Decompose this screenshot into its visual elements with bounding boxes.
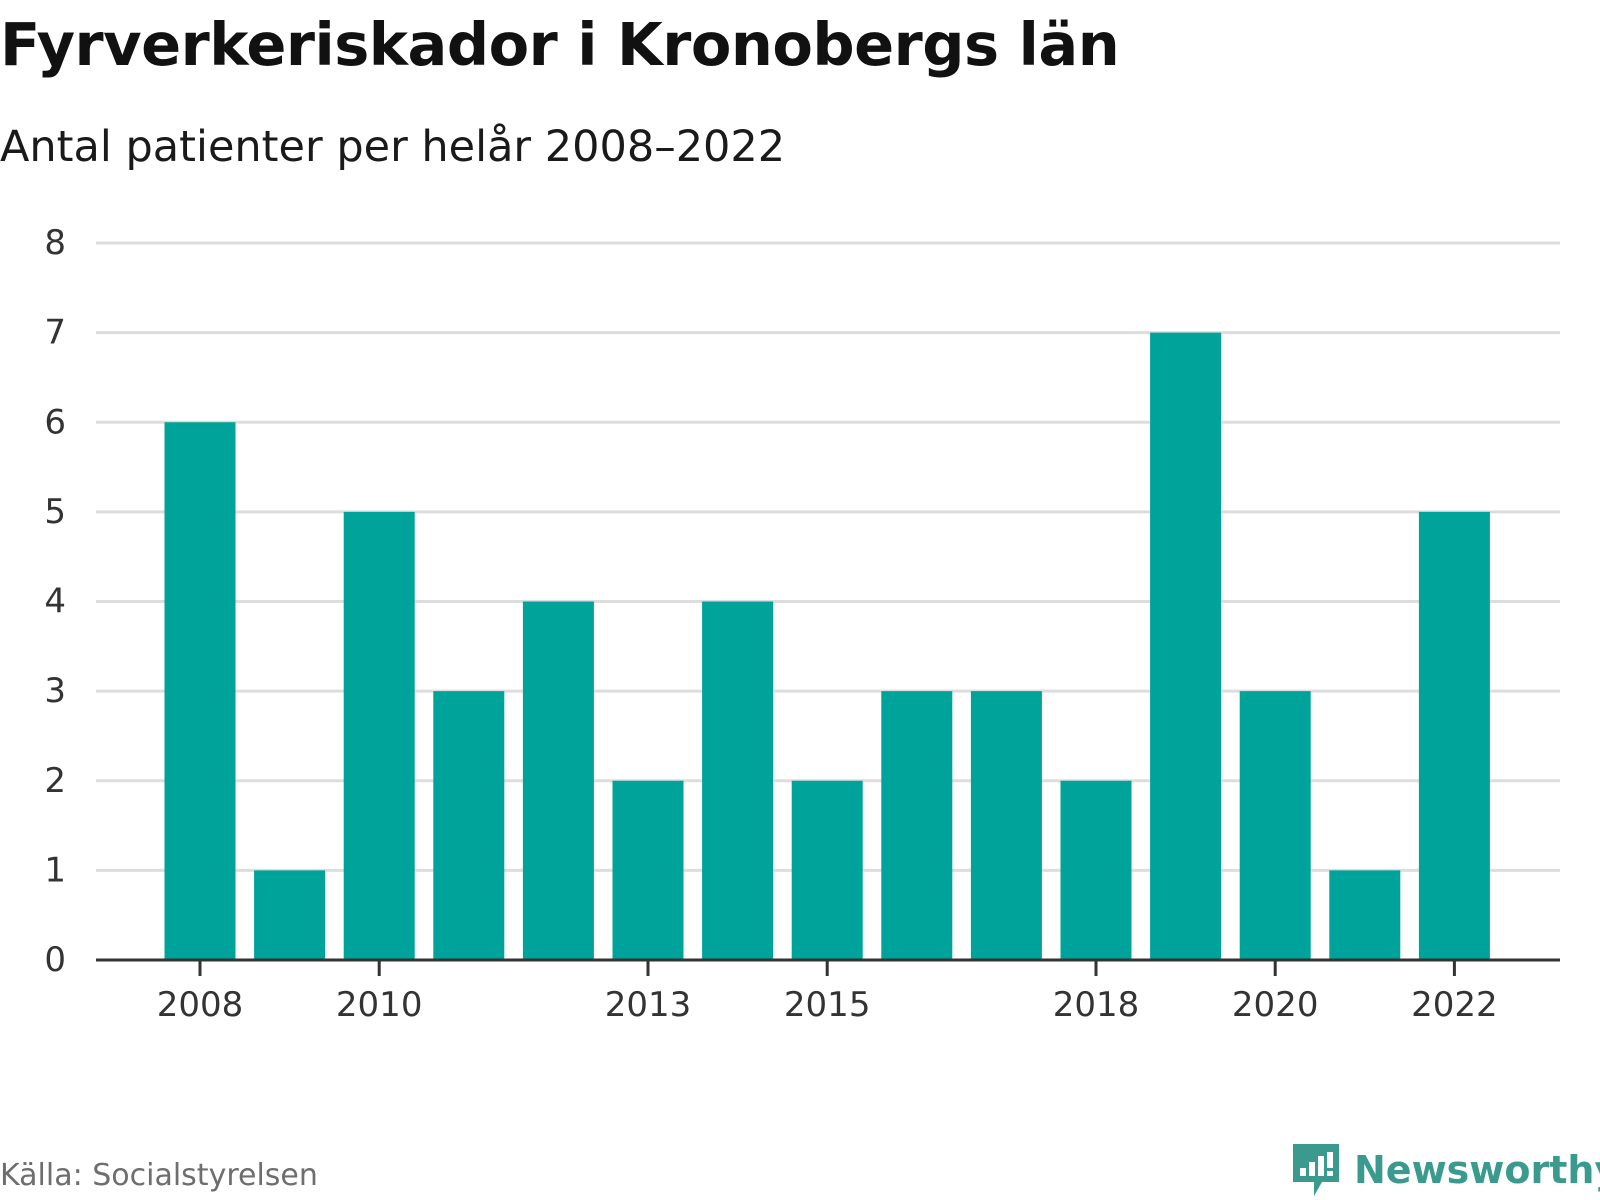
x-tick-label: 2022	[1411, 985, 1498, 1025]
bar-2011	[433, 691, 505, 960]
gridlines	[96, 241, 1560, 872]
chart-subtitle: Antal patienter per helår 2008–2022	[0, 122, 786, 172]
bar-2020	[1239, 691, 1311, 960]
x-tick-label: 2015	[784, 985, 871, 1025]
bar-2021	[1329, 870, 1401, 960]
x-axis	[96, 958, 1560, 976]
y-tick-label: 7	[44, 313, 66, 353]
bar-chart: 0 1 2 3 4 5 6 7 8 2008 2010 2013 2015 2018 2020 2022	[44, 223, 1560, 1025]
brand-name: Newsworthy	[1354, 1148, 1600, 1192]
bars	[164, 332, 1490, 960]
bar-2010	[343, 511, 415, 960]
x-tick-label: 2018	[1053, 985, 1140, 1025]
y-tick-label: 0	[44, 940, 66, 980]
y-tick-label: 8	[44, 223, 66, 263]
y-tick-label: 3	[44, 671, 66, 711]
y-tick-label: 1	[44, 850, 66, 890]
x-tick-label: 2010	[336, 985, 423, 1025]
x-axis-labels: 2008 2010 2013 2015 2018 2020 2022	[157, 985, 1498, 1025]
source-note: Källa: Socialstyrelsen	[0, 1158, 318, 1193]
bar-2018	[1060, 780, 1132, 960]
bar-2019	[1150, 332, 1222, 960]
brand[interactable]: Newsworthy	[1290, 1140, 1600, 1200]
bar-2015	[791, 780, 863, 960]
x-tick-label: 2020	[1232, 985, 1319, 1025]
bar-2008	[164, 422, 236, 960]
y-tick-label: 5	[44, 492, 66, 532]
y-axis-labels: 0 1 2 3 4 5 6 7 8	[44, 223, 66, 980]
y-tick-label: 4	[44, 582, 66, 622]
bar-2009	[254, 870, 326, 960]
bar-2022	[1418, 511, 1490, 960]
bar-2017	[970, 691, 1042, 960]
y-tick-label: 2	[44, 761, 66, 801]
y-tick-label: 6	[44, 402, 66, 442]
bar-2016	[881, 691, 953, 960]
newsworthy-logo-icon	[1293, 1144, 1339, 1196]
bar-2013	[612, 780, 684, 960]
chart-title: Fyrverkeriskador i Kronobergs län	[0, 10, 1120, 79]
bar-2012	[522, 601, 594, 960]
bar-2014	[702, 601, 774, 960]
x-tick-label: 2008	[157, 985, 244, 1025]
x-tick-label: 2013	[605, 985, 692, 1025]
